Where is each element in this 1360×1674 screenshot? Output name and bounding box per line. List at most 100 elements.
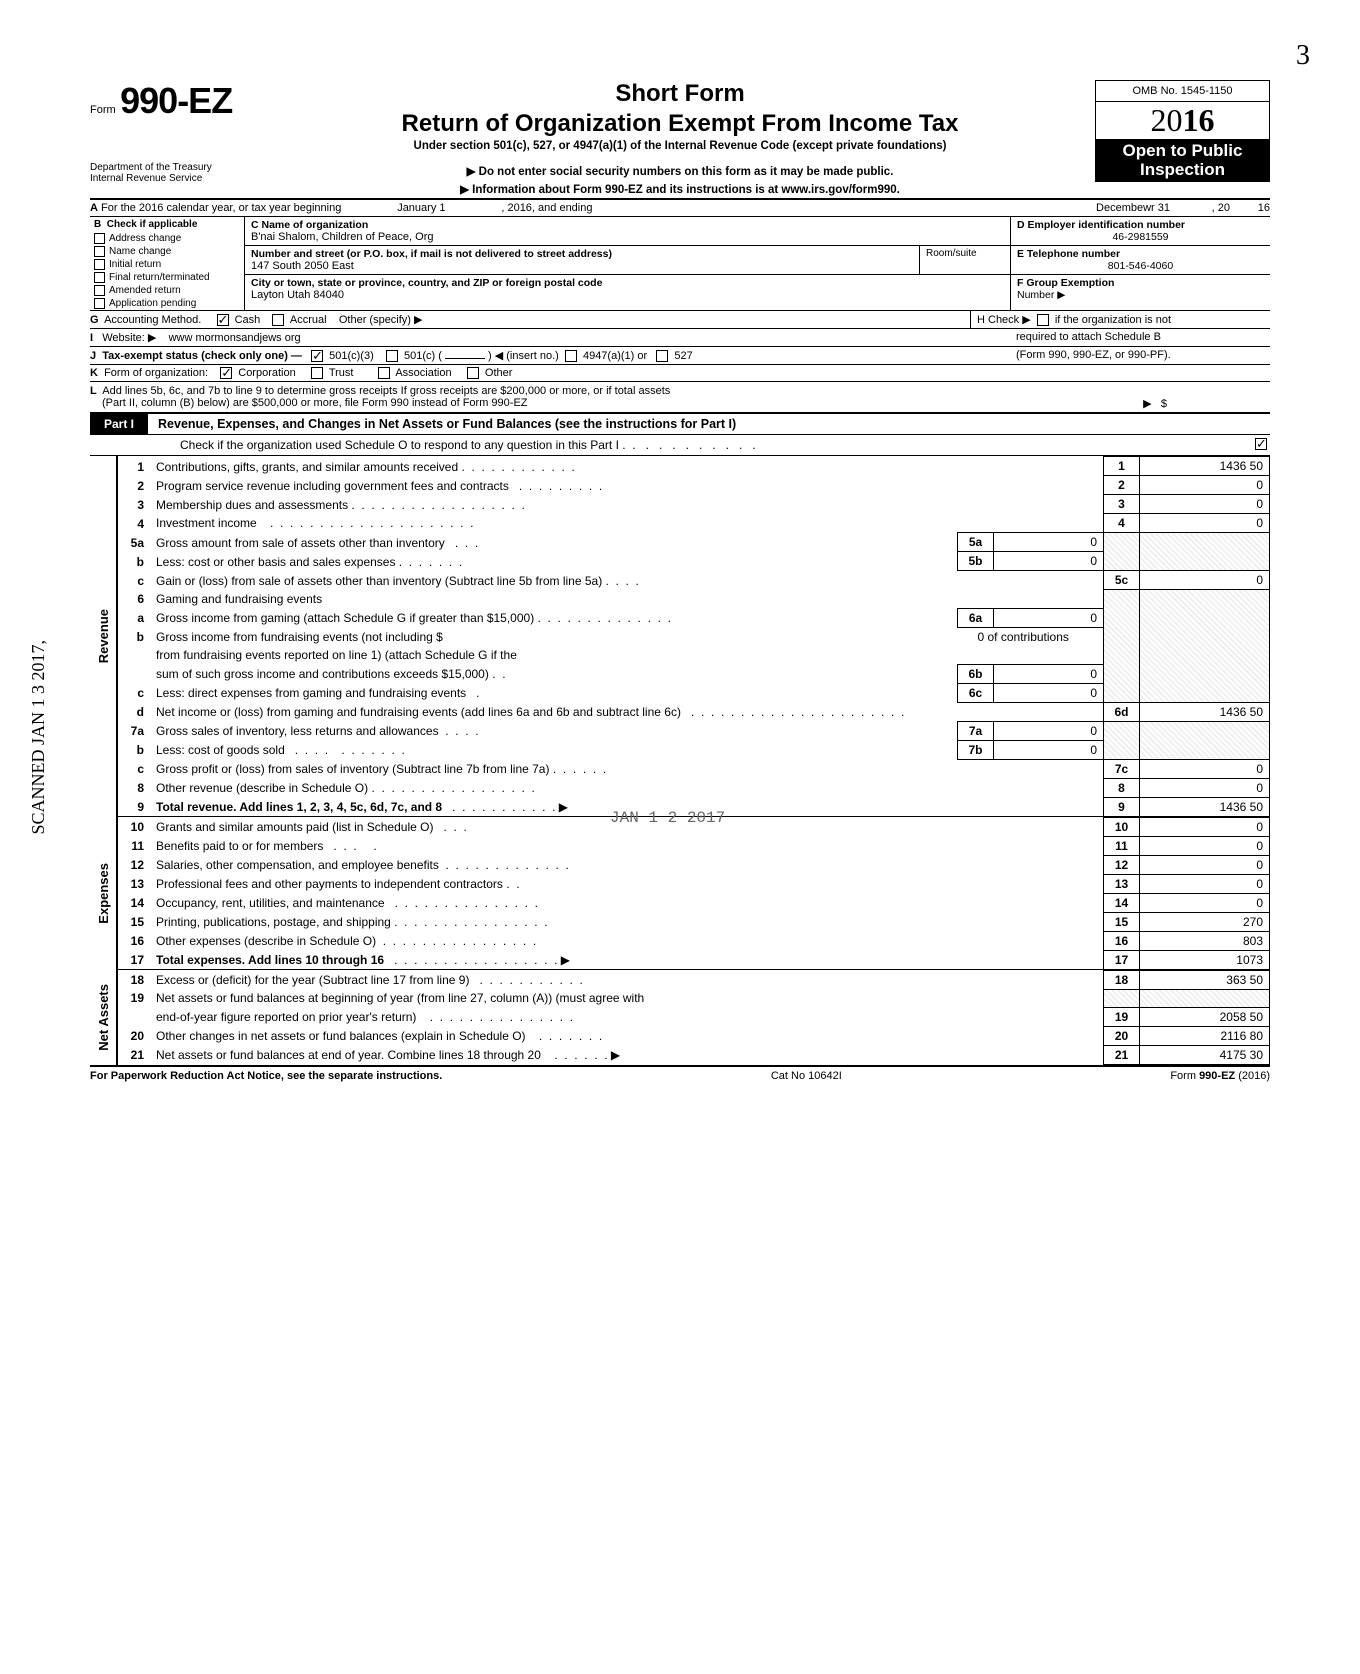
shade [1140,989,1270,1007]
other-label: Other (specify) ▶ [339,314,423,326]
netassets-label: Net Assets [96,984,111,1051]
netassets-side: Net Assets [90,970,118,1065]
line-6c: cLess: direct expenses from gaming and f… [118,683,1270,702]
line-num: 4 [118,514,152,533]
l-label: L [90,385,97,397]
line-6b-3: sum of such gross income and contributio… [118,664,1270,683]
group-label: F Group Exemption [1017,277,1264,289]
shade [1104,533,1140,571]
expenses-table: 10Grants and similar amounts paid (list … [118,817,1270,970]
line-desc: Gross profit or (loss) from sales of inv… [156,762,549,776]
line-desc: Professional fees and other payments to … [156,877,510,891]
sub-val: 0 [994,608,1104,627]
title-note1: ▶ Do not enter social security numbers o… [275,164,1085,178]
line-num: d [118,702,152,721]
l-line2: (Part II, column (B) below) are $500,000… [90,397,528,409]
chk-trust[interactable] [311,367,323,379]
checkbox-icon [94,246,105,257]
sub-num: 6a [958,608,994,627]
line-num: a [118,608,152,627]
date-stamp: JAN 1 2 2017 [610,809,725,827]
l-dollar: $ [1161,398,1167,410]
website-value: www mormonsandjews org [169,332,301,344]
chk-other-org[interactable] [467,367,479,379]
line-num: 13 [118,874,152,893]
k-label: K [90,367,98,379]
box-num: 9 [1104,797,1140,816]
line-num: c [118,683,152,702]
chk-cash[interactable] [217,314,229,326]
line-desc: Gross amount from sale of assets other t… [156,536,445,550]
tax-year: 2016 [1095,101,1270,139]
chk-amended-return[interactable]: Amended return [90,284,244,297]
chk-schedule-o[interactable] [1255,438,1267,450]
chk-name-change[interactable]: Name change [90,245,244,258]
chk-4947[interactable] [565,350,577,362]
b-text: Check if applicable [107,219,198,230]
chk-association[interactable] [378,367,390,379]
line-20: 20 Other changes in net assets or fund ba… [118,1026,1270,1045]
part1-sub-text: Check if the organization used Schedule … [180,438,626,452]
line-desc: Less: cost or other basis and sales expe… [156,555,402,569]
header-row: Form 990-EZ Department of the Treasury I… [90,80,1270,196]
chk-application-pending[interactable]: Application pending [90,297,244,310]
chk-accrual[interactable] [272,314,284,326]
accrual-label: Accrual [290,314,327,326]
row-i: I Website: ▶ www mormonsandjews org requ… [90,329,1270,347]
line-desc: Gross sales of inventory, less returns a… [156,724,439,738]
line-21: 21Net assets or fund balances at end of … [118,1045,1270,1064]
city-value: Layton Utah 84040 [251,289,1004,301]
chk-corporation[interactable] [220,367,232,379]
4947-label: 4947(a)(1) or [583,350,647,362]
row-j-right: (Form 990, 990-EZ, or 990-PF). [1010,347,1270,364]
line-desc: sum of such gross income and contributio… [156,667,496,681]
chk-h[interactable] [1037,314,1049,326]
box-val: 0 [1140,874,1270,893]
chk-501c[interactable] [386,350,398,362]
box-num: 13 [1104,874,1140,893]
line-num: 15 [118,912,152,931]
a-yy: 16 [1230,202,1270,214]
chk-final-return[interactable]: Final return/terminated [90,271,244,284]
form-number: 990-EZ [120,80,232,121]
col-b: B Check if applicable Address change Nam… [90,217,245,310]
line-num: 11 [118,836,152,855]
line-6b-1: bGross income from fundraising events (n… [118,627,1270,646]
sub-val: 0 [994,552,1104,571]
addr-main: Number and street (or P.O. box, if mail … [245,246,920,274]
b-label: B [94,219,101,230]
box-val: 0 [1140,778,1270,797]
box-num: 20 [1104,1026,1140,1045]
ein-value: 46-2981559 [1017,231,1264,243]
line-desc: Other changes in net assets or fund bala… [156,1029,526,1043]
box-num: 1 [1104,457,1140,476]
chk-501c3[interactable] [311,350,323,362]
line-desc: from fundraising events reported on line… [152,646,1104,665]
chk-address-change[interactable]: Address change [90,232,244,245]
line-desc: Other expenses (describe in Schedule O) [156,934,376,948]
chk-label: Application pending [109,298,196,309]
line-6b-2: from fundraising events reported on line… [118,646,1270,665]
line-3: 3Membership dues and assessments . . . .… [118,495,1270,514]
city-cell: City or town, state or province, country… [245,275,1010,303]
line-13: 13 Professional fees and other payments t… [118,874,1270,893]
line-num: 12 [118,855,152,874]
box-num: 11 [1104,836,1140,855]
line-12: 12Salaries, other compensation, and empl… [118,855,1270,874]
line-num: 14 [118,893,152,912]
shade [1140,721,1270,759]
chk-527[interactable] [656,350,668,362]
501c-label: 501(c) ( [404,350,442,362]
line-desc: Occupancy, rent, utilities, and maintena… [156,896,385,910]
line-11: 11Benefits paid to or for members . . . … [118,836,1270,855]
revenue-side: Revenue [90,456,118,817]
line-desc: Printing, publications, postage, and shi… [156,915,398,929]
box-num: 8 [1104,778,1140,797]
a-begin: January 1 [341,202,501,214]
dept-line1: Department of the Treasury [90,162,265,173]
chk-initial-return[interactable]: Initial return [90,258,244,271]
line-num: 10 [118,817,152,836]
box-num: 7c [1104,759,1140,778]
year-prefix: 20 [1151,102,1183,138]
box-val: 0 [1140,759,1270,778]
